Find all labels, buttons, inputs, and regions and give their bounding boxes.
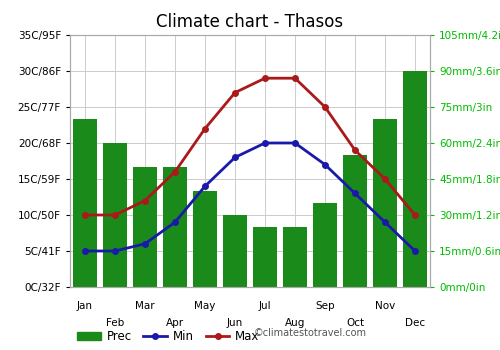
- Bar: [163, 167, 187, 287]
- Bar: [73, 119, 97, 287]
- Text: Feb: Feb: [106, 317, 124, 328]
- Bar: [133, 167, 157, 287]
- Title: Climate chart - Thasos: Climate chart - Thasos: [156, 13, 344, 31]
- Bar: [313, 203, 337, 287]
- Bar: [283, 227, 307, 287]
- Bar: [103, 143, 127, 287]
- Text: Oct: Oct: [346, 317, 364, 328]
- Text: Jan: Jan: [77, 301, 93, 311]
- Text: Jul: Jul: [258, 301, 272, 311]
- Text: ©climatestotravel.com: ©climatestotravel.com: [254, 328, 366, 337]
- Text: Dec: Dec: [405, 317, 425, 328]
- Bar: [373, 119, 397, 287]
- Text: Apr: Apr: [166, 317, 184, 328]
- Bar: [253, 227, 277, 287]
- Text: May: May: [194, 301, 216, 311]
- Text: Aug: Aug: [285, 317, 305, 328]
- Bar: [403, 71, 427, 287]
- Bar: [193, 191, 217, 287]
- Text: Sep: Sep: [315, 301, 335, 311]
- Text: Nov: Nov: [375, 301, 395, 311]
- Bar: [223, 215, 247, 287]
- Text: Mar: Mar: [135, 301, 155, 311]
- Legend: Prec, Min, Max: Prec, Min, Max: [72, 326, 264, 348]
- Bar: [343, 155, 367, 287]
- Text: Jun: Jun: [227, 317, 243, 328]
